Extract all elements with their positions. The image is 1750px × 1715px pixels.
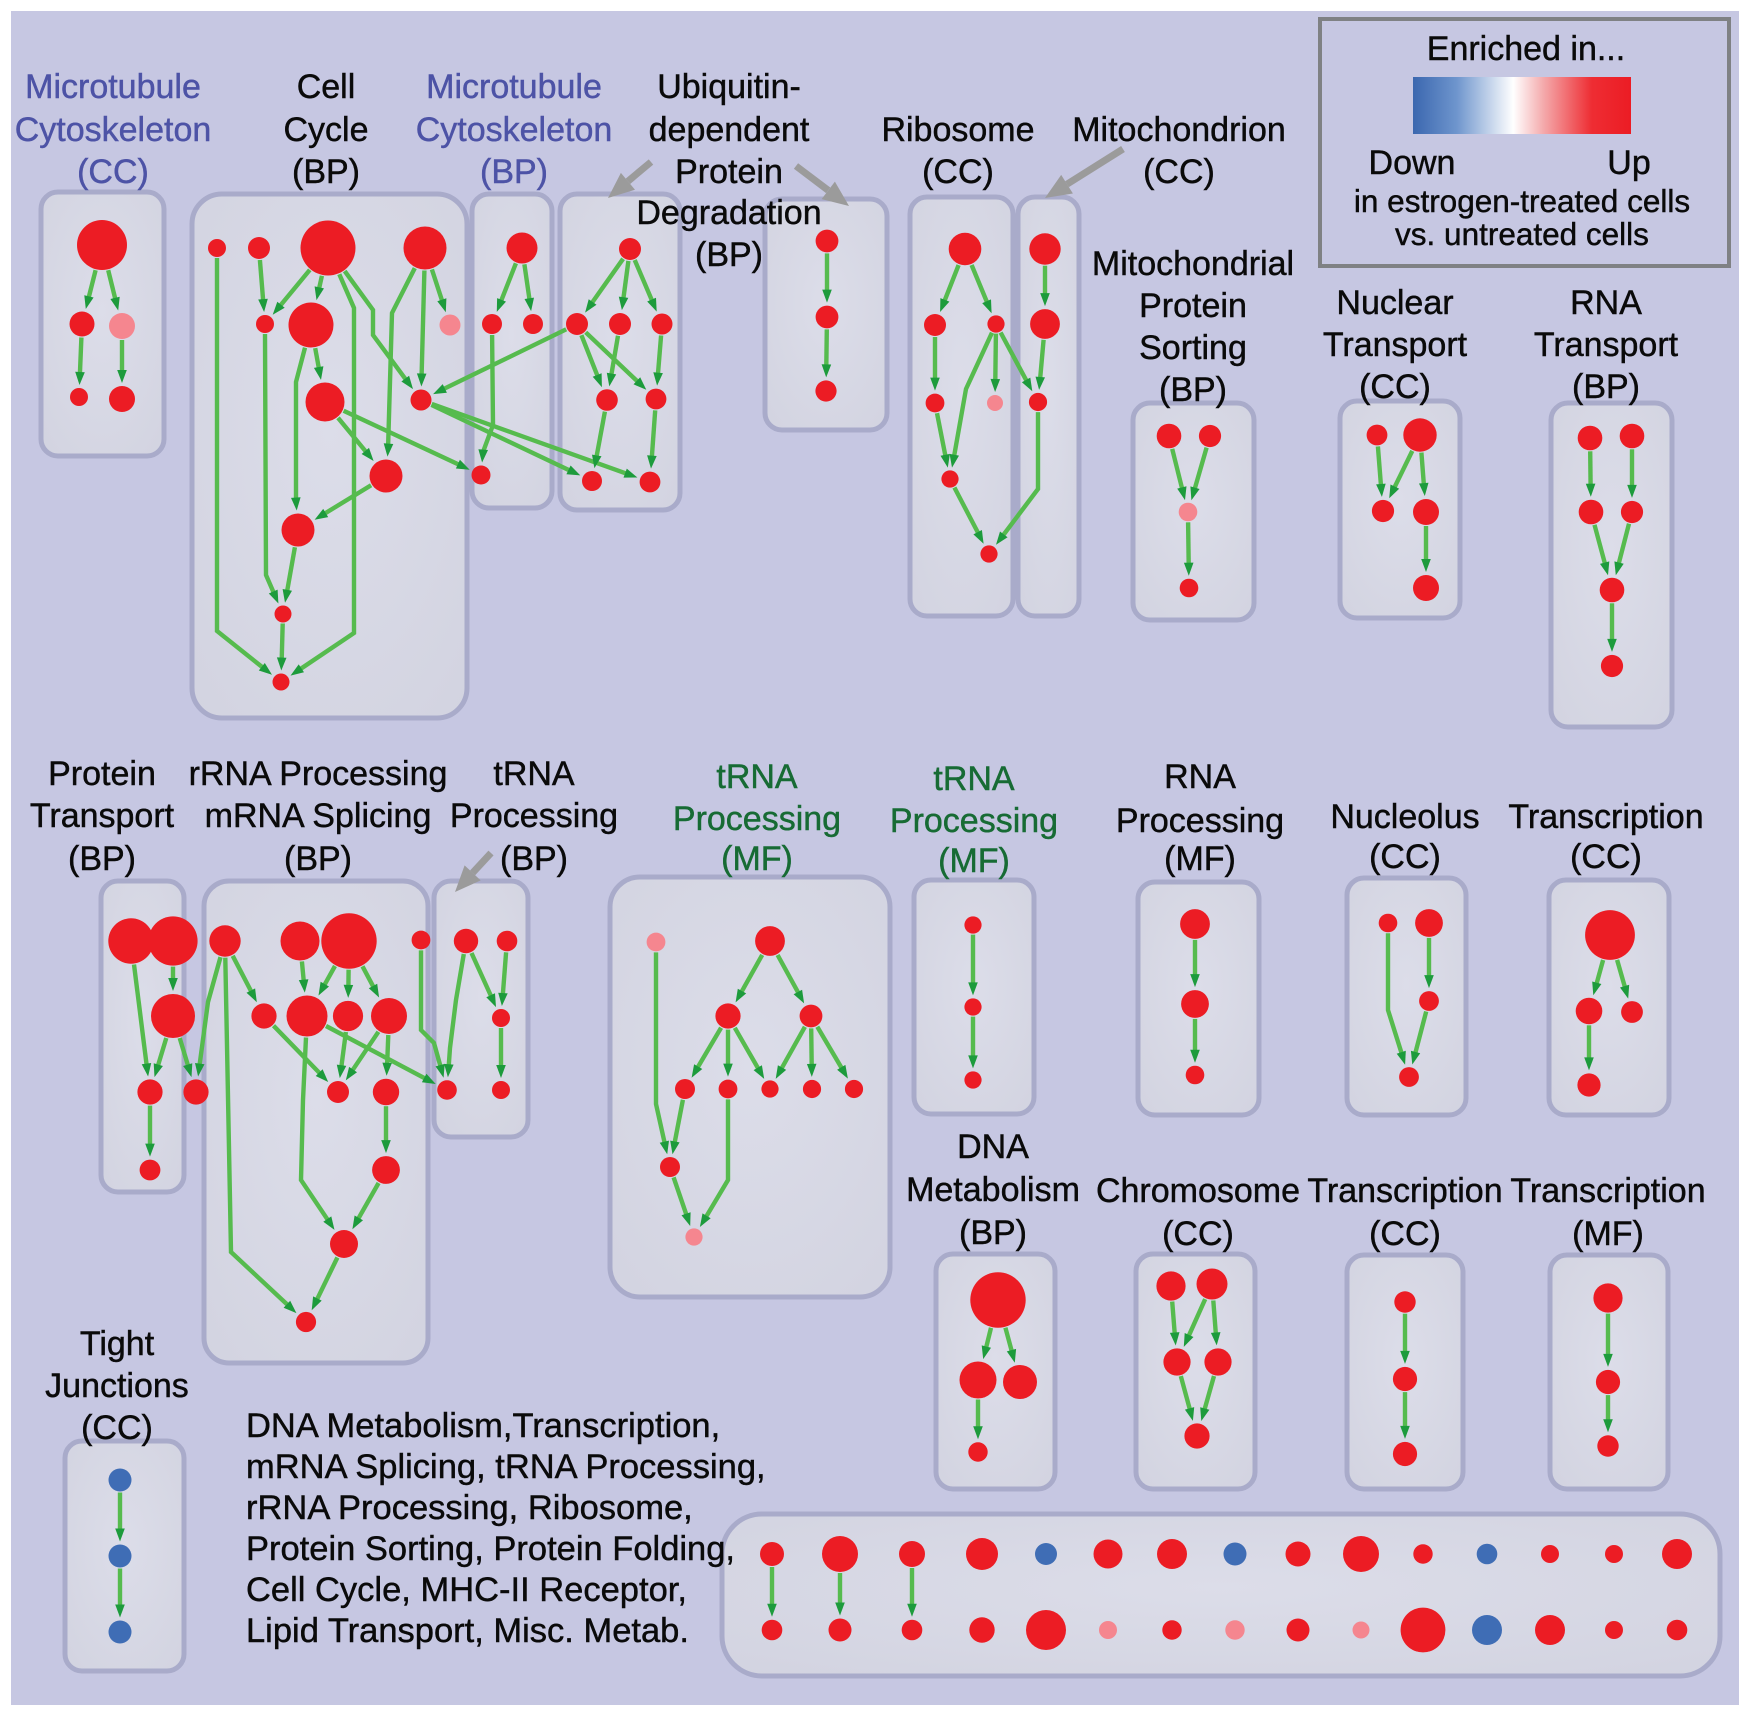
svg-text:(MF): (MF) bbox=[721, 840, 793, 878]
svg-text:mRNA Splicing: mRNA Splicing bbox=[205, 797, 432, 835]
svg-text:Protein: Protein bbox=[1139, 287, 1247, 325]
svg-text:Transcription: Transcription bbox=[1510, 1172, 1705, 1210]
svg-text:rRNA Processing, Ribosome,: rRNA Processing, Ribosome, bbox=[246, 1489, 693, 1527]
svg-text:(BP): (BP) bbox=[1572, 368, 1640, 406]
svg-text:Enriched in...: Enriched in... bbox=[1427, 30, 1625, 68]
svg-text:(CC): (CC) bbox=[1570, 838, 1642, 876]
svg-text:in estrogen-treated cells: in estrogen-treated cells bbox=[1354, 183, 1690, 219]
svg-text:Tight: Tight bbox=[80, 1325, 155, 1363]
svg-text:(MF): (MF) bbox=[1572, 1215, 1644, 1253]
svg-text:Processing: Processing bbox=[450, 797, 618, 835]
svg-text:Microtubule: Microtubule bbox=[426, 68, 602, 106]
svg-text:Cytoskeleton: Cytoskeleton bbox=[416, 111, 613, 149]
svg-text:(BP): (BP) bbox=[284, 840, 352, 878]
svg-text:RNA: RNA bbox=[1164, 758, 1236, 796]
svg-text:(CC): (CC) bbox=[1369, 1215, 1441, 1253]
svg-text:(CC): (CC) bbox=[81, 1409, 153, 1447]
svg-text:Protein: Protein bbox=[675, 153, 783, 191]
svg-text:Processing: Processing bbox=[673, 800, 841, 838]
svg-text:(BP): (BP) bbox=[500, 840, 568, 878]
svg-text:Processing: Processing bbox=[1116, 802, 1284, 840]
svg-text:DNA Metabolism,Transcription,: DNA Metabolism,Transcription, bbox=[246, 1407, 720, 1445]
svg-text:Ribosome: Ribosome bbox=[881, 111, 1034, 149]
svg-text:Cell: Cell bbox=[297, 68, 356, 106]
svg-text:mRNA Splicing, tRNA Processing: mRNA Splicing, tRNA Processing, bbox=[246, 1448, 766, 1486]
svg-text:(BP): (BP) bbox=[695, 236, 763, 274]
svg-text:Chromosome: Chromosome bbox=[1096, 1172, 1300, 1210]
svg-text:Nuclear: Nuclear bbox=[1336, 284, 1453, 322]
svg-text:Protein: Protein bbox=[48, 755, 156, 793]
svg-text:Nucleolus: Nucleolus bbox=[1330, 798, 1479, 836]
svg-text:(BP): (BP) bbox=[292, 153, 360, 191]
svg-text:Transcription: Transcription bbox=[1508, 798, 1703, 836]
svg-text:(BP): (BP) bbox=[68, 840, 136, 878]
svg-text:(BP): (BP) bbox=[480, 153, 548, 191]
svg-text:Mitochondrion: Mitochondrion bbox=[1072, 111, 1286, 149]
svg-text:Mitochondrial: Mitochondrial bbox=[1092, 245, 1294, 283]
svg-text:(BP): (BP) bbox=[1159, 371, 1227, 409]
svg-text:DNA: DNA bbox=[957, 1128, 1029, 1166]
svg-text:(CC): (CC) bbox=[77, 153, 149, 191]
svg-text:vs. untreated cells: vs. untreated cells bbox=[1395, 216, 1649, 252]
svg-text:Microtubule: Microtubule bbox=[25, 68, 201, 106]
svg-text:(MF): (MF) bbox=[938, 842, 1010, 880]
svg-text:tRNA: tRNA bbox=[716, 758, 798, 796]
svg-text:Cycle: Cycle bbox=[283, 111, 368, 149]
svg-text:(BP): (BP) bbox=[959, 1214, 1027, 1252]
svg-text:(CC): (CC) bbox=[1143, 153, 1215, 191]
svg-text:Degradation: Degradation bbox=[636, 194, 821, 232]
svg-text:Protein Sorting, Protein Foldi: Protein Sorting, Protein Folding, bbox=[246, 1530, 735, 1568]
svg-text:Transcription: Transcription bbox=[1307, 1172, 1502, 1210]
svg-text:Processing: Processing bbox=[890, 802, 1058, 840]
svg-text:rRNA Processing: rRNA Processing bbox=[189, 755, 448, 793]
svg-text:Cell Cycle, MHC-II Receptor,: Cell Cycle, MHC-II Receptor, bbox=[246, 1571, 687, 1609]
svg-text:Cytoskeleton: Cytoskeleton bbox=[15, 111, 212, 149]
svg-text:(CC): (CC) bbox=[1162, 1215, 1234, 1253]
svg-text:Transport: Transport bbox=[30, 797, 175, 835]
svg-text:Lipid Transport, Misc. Metab.: Lipid Transport, Misc. Metab. bbox=[246, 1612, 689, 1650]
svg-text:Down: Down bbox=[1369, 144, 1456, 182]
svg-text:dependent: dependent bbox=[649, 111, 810, 149]
svg-text:tRNA: tRNA bbox=[493, 755, 575, 793]
svg-text:tRNA: tRNA bbox=[933, 760, 1015, 798]
svg-text:Transport: Transport bbox=[1534, 326, 1679, 364]
svg-text:Up: Up bbox=[1607, 144, 1650, 182]
svg-text:RNA: RNA bbox=[1570, 284, 1642, 322]
svg-text:(CC): (CC) bbox=[922, 153, 994, 191]
svg-text:Metabolism: Metabolism bbox=[906, 1171, 1080, 1209]
svg-text:Sorting: Sorting bbox=[1139, 329, 1247, 367]
svg-text:Junctions: Junctions bbox=[45, 1367, 189, 1405]
svg-text:(CC): (CC) bbox=[1369, 838, 1441, 876]
svg-text:(CC): (CC) bbox=[1359, 368, 1431, 406]
svg-text:(MF): (MF) bbox=[1164, 840, 1236, 878]
svg-text:Transport: Transport bbox=[1323, 326, 1468, 364]
svg-text:Ubiquitin-: Ubiquitin- bbox=[657, 68, 801, 106]
